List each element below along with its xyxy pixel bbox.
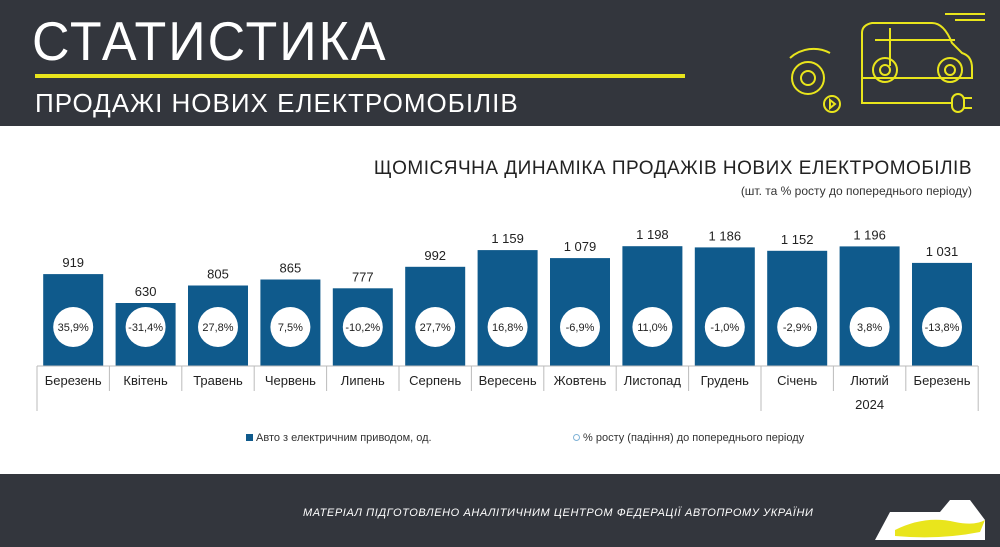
growth-label: 3,8%: [857, 322, 882, 334]
category-label: Травень: [193, 373, 243, 388]
federation-logo: [875, 500, 985, 540]
bar-value-label: 1 159: [491, 231, 524, 246]
bar-value-label: 805: [207, 267, 229, 282]
growth-marker: [125, 307, 166, 347]
growth-label: -10,2%: [345, 322, 380, 334]
growth-marker: [849, 307, 890, 347]
category-label: Липень: [341, 373, 385, 388]
bar-value-label: 1 079: [564, 239, 597, 254]
growth-label: 7,5%: [278, 322, 303, 334]
header-banner: СТАТИСТИКА ПРОДАЖІ НОВИХ ЕЛЕКТРОМОБІЛІВ: [0, 0, 1000, 126]
category-label: Жовтень: [554, 373, 607, 388]
bar-value-label: 1 198: [636, 227, 669, 242]
bar: [694, 247, 755, 366]
growth-marker: [632, 307, 673, 347]
bar-chart: 919 35,9% Березень 630 -31,4% Квітень 805 27,8%…: [36, 227, 979, 412]
category-label: Січень: [777, 373, 817, 388]
growth-marker: [922, 307, 962, 347]
bar: [622, 246, 683, 366]
growth-label: -2,9%: [783, 322, 812, 334]
growth-marker: [777, 307, 818, 347]
footer: МАТЕРІАЛ ПІДГОТОВЛЕНО АНАЛІТИЧНИМ ЦЕНТРО…: [0, 474, 1000, 547]
growth-marker: [53, 307, 94, 347]
category-label: Серпень: [409, 373, 461, 388]
legend-square-icon: [246, 434, 253, 441]
growth-label: 16,8%: [492, 322, 523, 334]
page-title: СТАТИСТИКА: [32, 11, 388, 73]
category-label: Червень: [265, 373, 316, 388]
footer-text: МАТЕРІАЛ ПІДГОТОВЛЕНО АНАЛІТИЧНИМ ЦЕНТРО…: [303, 507, 814, 519]
legend-item-sales: Авто з електричним приводом, од.: [246, 432, 432, 444]
growth-label: -1,0%: [710, 322, 739, 334]
bar-value-label: 1 152: [781, 232, 814, 247]
growth-marker: [487, 307, 528, 347]
chart-title: ЩОМІСЯЧНА ДИНАМІКА ПРОДАЖІВ НОВИХ ЕЛЕКТР…: [373, 158, 972, 179]
category-label: Грудень: [701, 373, 749, 388]
bar-value-label: 865: [280, 261, 302, 276]
category-label: Листопад: [624, 373, 682, 388]
growth-marker: [560, 307, 600, 347]
chart-subtitle: (шт. та % росту до попереднього періоду): [740, 184, 972, 198]
category-label: Вересень: [479, 373, 537, 388]
growth-label: -13,8%: [925, 322, 960, 334]
category-label: Лютий: [850, 373, 888, 388]
growth-label: 27,8%: [202, 322, 233, 334]
bar-value-label: 1 196: [853, 227, 886, 242]
bar-value-label: 1 186: [709, 228, 742, 243]
category-label: Квітень: [123, 373, 168, 388]
page-subtitle: ПРОДАЖІ НОВИХ ЕЛЕКТРОМОБІЛІВ: [35, 88, 519, 118]
legend-circle-icon: [573, 434, 580, 441]
legend-label: % росту (падіння) до попереднього період…: [583, 432, 805, 444]
legend-label: Авто з електричним приводом, од.: [256, 432, 432, 444]
bar-value-label: 777: [352, 269, 374, 284]
growth-marker: [198, 307, 238, 347]
growth-marker: [270, 307, 311, 347]
legend-item-growth: % росту (падіння) до попереднього період…: [573, 432, 804, 444]
title-underline: [35, 74, 685, 78]
growth-label: 35,9%: [58, 322, 89, 334]
bar-value-label: 630: [135, 284, 157, 299]
category-label: Березень: [45, 373, 102, 388]
bar-value-label: 919: [62, 255, 84, 270]
growth-label: 27,7%: [420, 322, 451, 334]
growth-marker: [342, 307, 383, 347]
growth-label: -31,4%: [128, 322, 163, 334]
bar: [839, 246, 900, 366]
growth-marker: [415, 307, 456, 347]
category-label: Березень: [914, 373, 971, 388]
bar-value-label: 992: [424, 248, 446, 263]
electric-car-icon: [789, 13, 985, 113]
year-group-label: 2024: [855, 397, 884, 412]
growth-label: 11,0%: [637, 322, 668, 334]
growth-marker: [704, 307, 745, 347]
bar-value-label: 1 031: [926, 244, 959, 259]
growth-label: -6,9%: [566, 322, 595, 334]
